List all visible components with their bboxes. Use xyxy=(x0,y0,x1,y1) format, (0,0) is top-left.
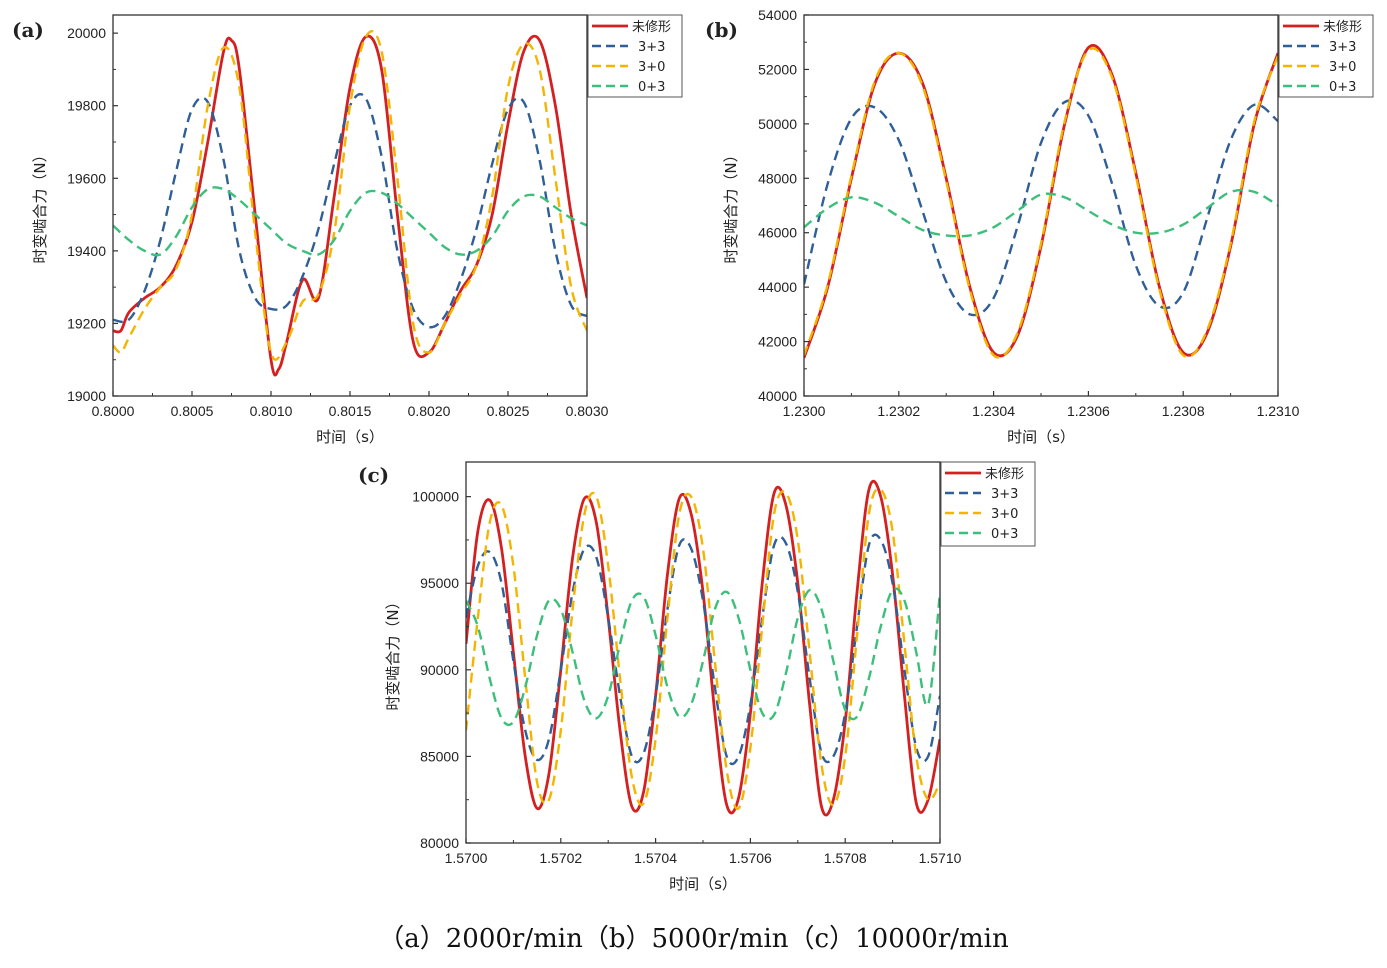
y-tick-label: 48000 xyxy=(758,170,797,186)
y-tick-label: 46000 xyxy=(758,225,797,241)
x-tick-label: 1.5710 xyxy=(919,850,962,866)
x-tick-label: 0.8015 xyxy=(329,403,372,419)
y-tick-label: 95000 xyxy=(420,575,459,591)
plot-frame xyxy=(112,14,588,397)
series-line-1 xyxy=(466,479,940,817)
legend-label-4: 0+3 xyxy=(991,527,1018,542)
y-tick-label: 44000 xyxy=(758,279,797,295)
chart-panel-2: (c) 1.5700 1.5702 1.5704 1.5706 1.5708 1.5710 8… xyxy=(358,461,1036,893)
y-axis-title: 时变啮合力（N） xyxy=(31,147,49,263)
series-line-2 xyxy=(466,533,940,766)
y-tick-label: 19000 xyxy=(67,388,106,404)
x-tick-label: 0.8000 xyxy=(92,403,135,419)
legend-box xyxy=(940,461,1036,547)
x-axis-title: 时间（s） xyxy=(316,428,384,446)
series-line-4 xyxy=(466,587,940,727)
x-tick-label: 1.5700 xyxy=(445,850,488,866)
series-line-2 xyxy=(804,99,1278,317)
legend-label-3: 3+0 xyxy=(1329,60,1356,75)
legend-label-3: 3+0 xyxy=(991,507,1018,522)
legend-label-1: 未修形 xyxy=(1323,20,1362,35)
x-tick-label: 1.2302 xyxy=(877,403,920,419)
legend-label-4: 0+3 xyxy=(1329,80,1356,95)
y-tick-label: 50000 xyxy=(758,116,797,132)
x-tick-label: 1.2306 xyxy=(1067,403,1110,419)
chart-panel-1: (b) 1.2300 1.2302 1.2304 1.2306 1.2308 1.2310 4… xyxy=(705,7,1374,446)
panel-label: (b) xyxy=(705,18,738,42)
legend-label-2: 3+3 xyxy=(638,40,665,55)
y-axis-title: 时变啮合力（N） xyxy=(722,147,740,263)
legend-box xyxy=(1278,14,1374,98)
y-tick-label: 19200 xyxy=(67,315,106,331)
series-line-3 xyxy=(113,29,587,361)
y-tick-label: 80000 xyxy=(420,835,459,851)
x-tick-label: 0.8010 xyxy=(250,403,293,419)
plot-frame xyxy=(803,14,1279,397)
legend: 未修形 3+3 3+0 0+3 xyxy=(587,14,683,98)
x-tick-label: 1.5706 xyxy=(729,850,772,866)
x-tick-label: 1.2300 xyxy=(783,403,826,419)
y-tick-label: 19400 xyxy=(67,243,106,259)
legend-label-1: 未修形 xyxy=(985,467,1024,482)
x-tick-label: 0.8025 xyxy=(487,403,530,419)
y-axis-title: 时变啮合力（N） xyxy=(384,594,402,710)
legend-box xyxy=(587,14,683,98)
figure-caption: （a）2000r/min（b）5000r/min（c）10000r/min xyxy=(378,924,1009,954)
x-tick-label: 1.2310 xyxy=(1257,403,1300,419)
y-tick-label: 40000 xyxy=(758,388,797,404)
legend-label-4: 0+3 xyxy=(638,80,665,95)
y-tick-label: 85000 xyxy=(420,748,459,764)
legend-label-1: 未修形 xyxy=(632,20,671,35)
series-line-1 xyxy=(113,34,587,377)
series-line-4 xyxy=(804,188,1278,238)
series-line-3 xyxy=(466,487,940,811)
x-tick-label: 0.8020 xyxy=(408,403,451,419)
y-tick-label: 19600 xyxy=(67,170,106,186)
x-tick-label: 1.2308 xyxy=(1162,403,1205,419)
legend: 未修形 3+3 3+0 0+3 xyxy=(1278,14,1374,98)
y-tick-label: 19800 xyxy=(67,98,106,114)
legend: 未修形 3+3 3+0 0+3 xyxy=(940,461,1036,547)
legend-label-3: 3+0 xyxy=(638,60,665,75)
panel-label: (c) xyxy=(358,463,389,487)
y-tick-label: 42000 xyxy=(758,334,797,350)
y-tick-label: 20000 xyxy=(67,25,106,41)
y-tick-label: 90000 xyxy=(420,662,459,678)
legend-label-2: 3+3 xyxy=(1329,40,1356,55)
x-tick-label: 1.5708 xyxy=(824,850,867,866)
chart-panel-0: (a) 0.8000 0.8005 0.8010 0.8015 0.8020 0.8025 0… xyxy=(12,14,683,446)
series-line-4 xyxy=(113,186,587,257)
series-line-3 xyxy=(804,47,1278,359)
legend-label-2: 3+3 xyxy=(991,487,1018,502)
x-tick-label: 0.8030 xyxy=(566,403,609,419)
y-tick-label: 52000 xyxy=(758,61,797,77)
x-tick-label: 0.8005 xyxy=(171,403,214,419)
x-axis-title: 时间（s） xyxy=(669,875,737,893)
y-tick-label: 100000 xyxy=(412,489,459,505)
y-tick-label: 54000 xyxy=(758,7,797,23)
x-axis-title: 时间（s） xyxy=(1007,428,1075,446)
panel-label: (a) xyxy=(12,18,44,42)
x-tick-label: 1.5702 xyxy=(539,850,582,866)
x-tick-label: 1.5704 xyxy=(634,850,677,866)
x-tick-label: 1.2304 xyxy=(972,403,1015,419)
